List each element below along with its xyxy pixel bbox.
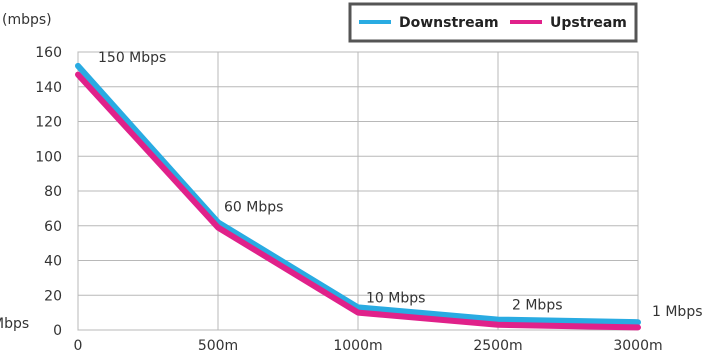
annotation-label: 1 Mbps (652, 304, 703, 320)
x-tick-label: 2500m (473, 338, 522, 354)
x-tick-label: 0 (74, 338, 83, 354)
data-annotations: 150 Mbps 60 Mbps 10 Mbps 2 Mbps 1 Mbps (98, 50, 703, 320)
legend-box (348, 2, 638, 43)
x-tick-label: 3000m (613, 338, 662, 354)
y-tick-label: 100 (35, 149, 62, 165)
y-axis-ticks: 0 20 40 60 80 100 120 140 160 (35, 45, 62, 339)
legend: Downstream Upstream (348, 2, 638, 43)
annotation-label: 150 Mbps (98, 50, 166, 66)
x-tick-label: 1000m (333, 338, 382, 354)
y-tick-label: 140 (35, 80, 62, 96)
legend-label-downstream: Downstream (399, 15, 499, 31)
y-tick-label: 60 (44, 219, 62, 235)
y-axis-unit-label: (mbps) (2, 12, 52, 28)
y-tick-label: 80 (44, 184, 62, 200)
series-line-upstream (75, 71, 641, 331)
annotation-label: 60 Mbps (224, 199, 283, 215)
series-line-downstream (75, 62, 641, 326)
x-axis-ticks: 0 500m 1000m 2500m 3000m (74, 338, 663, 354)
y-tick-label: 40 (44, 254, 62, 270)
left-cut-label: Mbps (0, 316, 29, 332)
x-tick-label: 500m (198, 338, 238, 354)
annotation-label: 10 Mbps (366, 290, 425, 306)
y-tick-label: 0 (53, 323, 62, 339)
grid (77, 51, 639, 331)
annotation-label: 2 Mbps (512, 298, 563, 314)
y-tick-label: 160 (35, 45, 62, 61)
series-lines (75, 62, 641, 331)
y-tick-label: 120 (35, 115, 62, 131)
y-tick-label: 20 (44, 288, 62, 304)
legend-label-upstream: Upstream (550, 15, 627, 31)
